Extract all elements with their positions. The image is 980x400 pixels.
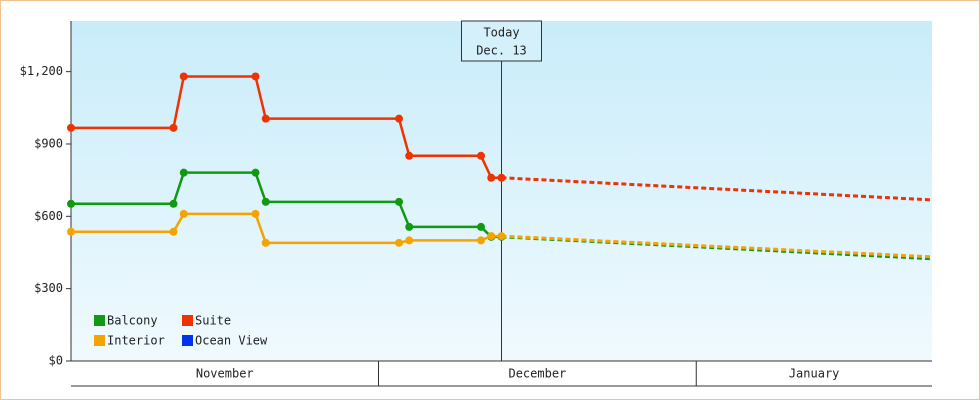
y-tick-label: $300 bbox=[34, 281, 63, 295]
x-band-label: December bbox=[508, 367, 566, 381]
data-point bbox=[261, 238, 270, 247]
y-tick-label: $1,200 bbox=[20, 64, 63, 78]
legend-label: Interior bbox=[107, 334, 165, 348]
series-line bbox=[71, 75, 502, 179]
data-point bbox=[405, 222, 414, 231]
data-point bbox=[169, 123, 178, 132]
data-point bbox=[497, 173, 506, 182]
data-point bbox=[169, 227, 178, 236]
data-point bbox=[251, 168, 260, 177]
today-label: Today bbox=[483, 26, 519, 40]
x-band-label: November bbox=[196, 367, 254, 381]
data-point bbox=[261, 197, 270, 206]
data-point bbox=[395, 114, 403, 123]
legend-swatch bbox=[182, 335, 193, 346]
data-point bbox=[477, 236, 485, 245]
data-point bbox=[395, 197, 403, 206]
legend-label: Ocean View bbox=[195, 334, 268, 348]
data-point bbox=[477, 222, 485, 231]
data-point bbox=[251, 209, 260, 218]
x-band-label: January bbox=[789, 367, 840, 381]
y-tick-label: $0 bbox=[49, 354, 63, 368]
data-point bbox=[477, 151, 485, 160]
data-point bbox=[179, 209, 188, 218]
data-point bbox=[497, 232, 506, 241]
series-line bbox=[71, 212, 502, 245]
legend-label: Suite bbox=[195, 314, 231, 328]
data-point bbox=[179, 168, 188, 177]
data-point bbox=[405, 236, 414, 245]
data-point bbox=[251, 72, 260, 81]
today-box bbox=[461, 20, 542, 62]
data-point bbox=[179, 72, 188, 81]
y-tick-label: $900 bbox=[34, 136, 63, 150]
legend-label: Balcony bbox=[107, 314, 158, 328]
data-point bbox=[261, 114, 270, 123]
legend-swatch bbox=[94, 315, 105, 326]
data-point bbox=[487, 232, 496, 241]
today-label: Dec. 13 bbox=[476, 44, 527, 58]
legend-swatch bbox=[94, 335, 105, 346]
data-point bbox=[67, 123, 75, 132]
data-point bbox=[487, 173, 496, 182]
data-point bbox=[67, 227, 75, 236]
data-point bbox=[67, 199, 75, 208]
data-point bbox=[405, 151, 414, 160]
series-line bbox=[71, 171, 502, 239]
data-point bbox=[169, 199, 178, 208]
y-tick-label: $600 bbox=[34, 209, 63, 223]
legend-swatch bbox=[182, 315, 193, 326]
data-point bbox=[395, 238, 403, 247]
